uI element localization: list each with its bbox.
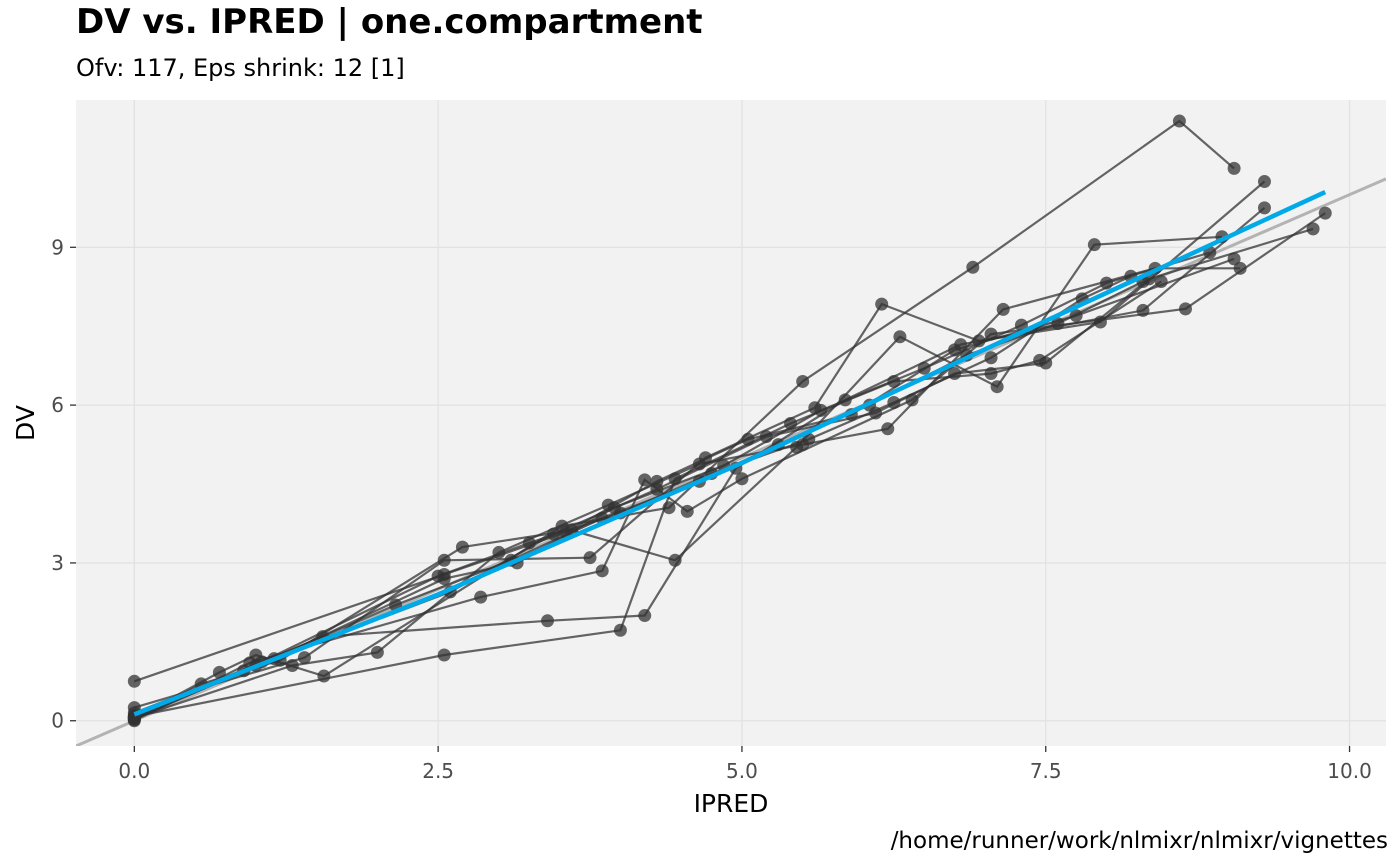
x-tick-label: 10.0 [1327, 759, 1372, 783]
data-point [437, 648, 451, 662]
chart-subtitle: Ofv: 117, Eps shrink: 12 [1] [76, 54, 405, 82]
data-point [1100, 276, 1114, 290]
data-point [948, 343, 962, 357]
chart-title: DV vs. IPRED | one.compartment [76, 2, 703, 42]
data-point [1172, 114, 1186, 128]
data-point [996, 302, 1010, 316]
data-point [455, 540, 469, 554]
data-point [1154, 274, 1168, 288]
x-tick-label: 2.5 [422, 759, 454, 783]
y-tick-label: 0 [51, 709, 64, 733]
subject-line-3 [133, 180, 1266, 709]
y-tick-label: 6 [51, 393, 64, 417]
data-point [972, 334, 986, 348]
x-axis-label: IPRED [694, 789, 769, 818]
data-point [541, 614, 555, 628]
data-point [437, 553, 451, 567]
data-point [692, 457, 706, 471]
data-point [1093, 315, 1107, 329]
y-tick-label: 3 [51, 551, 64, 575]
data-point [638, 473, 652, 487]
data-point [814, 403, 828, 417]
data-point [638, 609, 652, 623]
data-point [784, 417, 798, 431]
data-point [127, 674, 141, 688]
data-point [887, 395, 901, 409]
x-tick-label: 5.0 [726, 759, 758, 783]
data-point [212, 665, 226, 679]
data-point [966, 260, 980, 274]
data-point [1227, 252, 1241, 266]
data-point [317, 669, 331, 683]
data-point [297, 651, 311, 665]
data-point [474, 590, 488, 604]
plot-panel [76, 100, 1386, 746]
data-point [668, 553, 682, 567]
data-point [1051, 317, 1065, 331]
data-point [881, 422, 895, 436]
data-point [984, 327, 998, 341]
data-point [595, 564, 609, 578]
y-axis-ticks: 0 3 6 9 [51, 235, 76, 733]
data-point [127, 712, 141, 726]
data-point [668, 472, 682, 486]
data-point [735, 472, 749, 486]
data-point [662, 501, 676, 515]
data-point [796, 374, 810, 388]
file-path-caption: /home/runner/work/nlmixr/nlmixr/vignette… [890, 828, 1388, 854]
y-axis-label: DV [11, 405, 40, 441]
data-point [583, 551, 597, 565]
data-point [802, 432, 816, 446]
data-point [1039, 356, 1053, 370]
data-point [990, 380, 1004, 394]
data-point [948, 367, 962, 381]
data-point [522, 536, 536, 550]
data-point [984, 367, 998, 381]
data-point [741, 432, 755, 446]
x-axis-ticks: 0.0 2.5 5.0 7.5 10.0 [118, 746, 1372, 783]
x-tick-label: 0.0 [118, 759, 150, 783]
grid-lines [76, 100, 1386, 746]
data-point [1087, 238, 1101, 252]
data-point [838, 393, 852, 407]
data-point [905, 393, 919, 407]
data-point [1257, 175, 1271, 189]
smooth-trend-line [133, 190, 1327, 717]
data-point [370, 645, 384, 659]
data-point [1203, 246, 1217, 260]
data-point [917, 361, 931, 375]
data-point [680, 504, 694, 518]
data-point [613, 623, 627, 637]
data-point [1069, 309, 1083, 323]
data-point [431, 569, 445, 583]
data-point [1306, 222, 1320, 236]
data-point [984, 351, 998, 365]
data-point [1136, 303, 1150, 317]
data-point [759, 430, 773, 444]
data-point [492, 545, 506, 559]
data-point [547, 527, 561, 541]
data-point [285, 659, 299, 673]
data-point [875, 297, 889, 311]
data-point [1233, 261, 1247, 275]
data-point [1257, 201, 1271, 215]
plot-area [76, 114, 1386, 746]
data-point [650, 482, 664, 496]
data-point [893, 330, 907, 344]
y-tick-label: 9 [51, 235, 64, 259]
data-point [1227, 161, 1241, 175]
x-tick-label: 7.5 [1030, 759, 1062, 783]
data-point [887, 374, 901, 388]
data-point [1318, 206, 1332, 220]
data-point [1178, 302, 1192, 316]
